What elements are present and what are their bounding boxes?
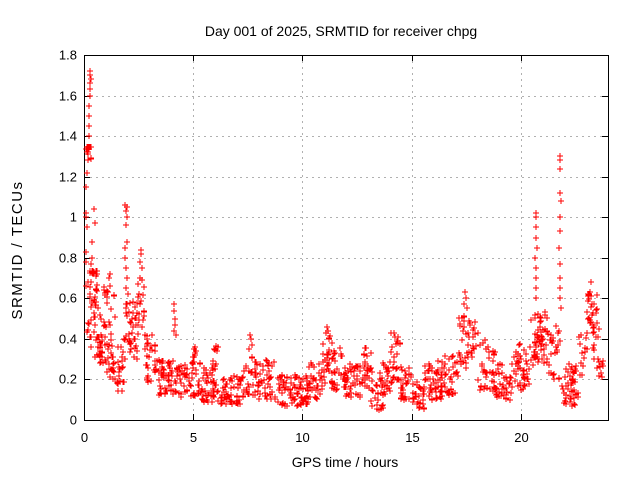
y-tick-label: 0 <box>70 413 77 428</box>
y-tick-label: 0.6 <box>59 291 77 306</box>
y-tick-labels: 0 0.2 0.4 0.6 0.8 1 1.2 1.4 1.6 1.8 <box>59 48 77 428</box>
plot-border <box>84 55 609 421</box>
y-tick-label: 0.8 <box>59 251 77 266</box>
y-tick-label: 1.4 <box>59 129 77 144</box>
y-tick-label: 1.2 <box>59 170 77 185</box>
x-tick-label: 15 <box>405 430 419 445</box>
x-tick-label: 10 <box>295 430 309 445</box>
x-tick-label: 0 <box>81 430 88 445</box>
y-tick-label: 1.8 <box>59 48 77 63</box>
x-axis-label: GPS time / hours <box>292 454 399 470</box>
y-tick-label: 0.4 <box>59 332 77 347</box>
x-tick-label: 5 <box>190 430 197 445</box>
grid-lines <box>84 55 608 420</box>
y-tick-label: 1 <box>70 210 77 225</box>
x-tick-label: 20 <box>514 430 528 445</box>
x-tick-labels: 0 5 10 15 20 <box>81 430 529 445</box>
chart-title: Day 001 of 2025, SRMTID for receiver chp… <box>205 23 477 39</box>
data-points <box>83 68 606 413</box>
y-tick-label: 0.2 <box>59 372 77 387</box>
y-tick-label: 1.6 <box>59 89 77 104</box>
y-axis-label: SRMTID / TECUs <box>9 180 26 319</box>
